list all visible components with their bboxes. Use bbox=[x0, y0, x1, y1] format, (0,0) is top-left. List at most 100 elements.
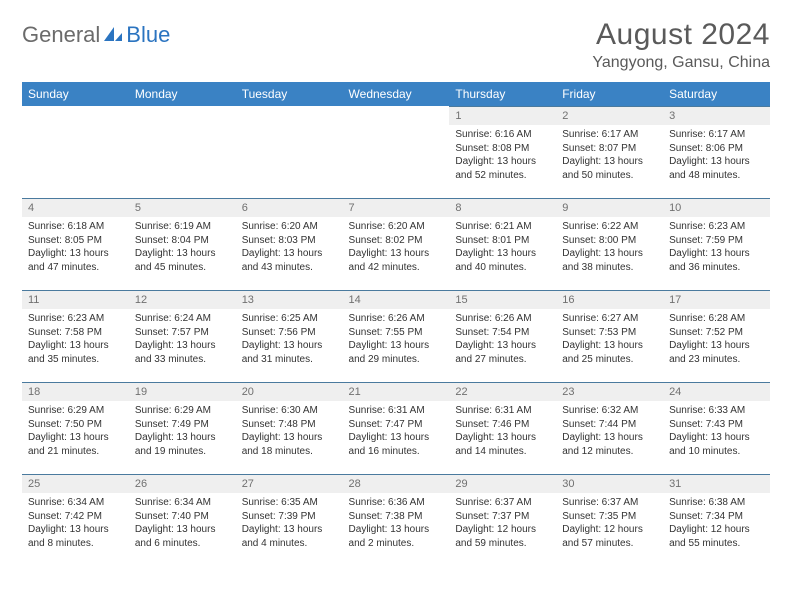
calendar-cell: 20Sunrise: 6:30 AMSunset: 7:48 PMDayligh… bbox=[236, 382, 343, 474]
calendar-cell: 31Sunrise: 6:38 AMSunset: 7:34 PMDayligh… bbox=[663, 474, 770, 566]
sunset-line: Sunset: 8:03 PM bbox=[242, 234, 337, 248]
day-body: Sunrise: 6:19 AMSunset: 8:04 PMDaylight:… bbox=[129, 217, 236, 278]
sunset-line: Sunset: 7:42 PM bbox=[28, 510, 123, 524]
sunrise-line: Sunrise: 6:37 AM bbox=[455, 496, 550, 510]
day-body: Sunrise: 6:21 AMSunset: 8:01 PMDaylight:… bbox=[449, 217, 556, 278]
day-body: Sunrise: 6:16 AMSunset: 8:08 PMDaylight:… bbox=[449, 125, 556, 186]
day-body: Sunrise: 6:31 AMSunset: 7:46 PMDaylight:… bbox=[449, 401, 556, 462]
calendar-cell: 4Sunrise: 6:18 AMSunset: 8:05 PMDaylight… bbox=[22, 198, 129, 290]
daylight-line: Daylight: 13 hours and 36 minutes. bbox=[669, 247, 764, 274]
day-number: 11 bbox=[22, 290, 129, 309]
sunrise-line: Sunrise: 6:31 AM bbox=[349, 404, 444, 418]
weekday-header: Saturday bbox=[663, 82, 770, 106]
calendar-cell: 22Sunrise: 6:31 AMSunset: 7:46 PMDayligh… bbox=[449, 382, 556, 474]
calendar-cell: 29Sunrise: 6:37 AMSunset: 7:37 PMDayligh… bbox=[449, 474, 556, 566]
daylight-line: Daylight: 13 hours and 45 minutes. bbox=[135, 247, 230, 274]
calendar-cell bbox=[129, 106, 236, 198]
daylight-line: Daylight: 13 hours and 52 minutes. bbox=[455, 155, 550, 182]
header: General Blue August 2024 Yangyong, Gansu… bbox=[22, 18, 770, 72]
sunset-line: Sunset: 8:05 PM bbox=[28, 234, 123, 248]
daylight-line: Daylight: 13 hours and 31 minutes. bbox=[242, 339, 337, 366]
sunset-line: Sunset: 7:37 PM bbox=[455, 510, 550, 524]
daylight-line: Daylight: 13 hours and 48 minutes. bbox=[669, 155, 764, 182]
sunrise-line: Sunrise: 6:38 AM bbox=[669, 496, 764, 510]
daylight-line: Daylight: 13 hours and 47 minutes. bbox=[28, 247, 123, 274]
calendar-cell: 11Sunrise: 6:23 AMSunset: 7:58 PMDayligh… bbox=[22, 290, 129, 382]
daylight-line: Daylight: 13 hours and 29 minutes. bbox=[349, 339, 444, 366]
day-body: Sunrise: 6:37 AMSunset: 7:35 PMDaylight:… bbox=[556, 493, 663, 554]
daylight-line: Daylight: 13 hours and 12 minutes. bbox=[562, 431, 657, 458]
sunset-line: Sunset: 8:04 PM bbox=[135, 234, 230, 248]
sunrise-line: Sunrise: 6:34 AM bbox=[135, 496, 230, 510]
day-number: 1 bbox=[449, 106, 556, 125]
calendar-cell: 18Sunrise: 6:29 AMSunset: 7:50 PMDayligh… bbox=[22, 382, 129, 474]
daylight-line: Daylight: 13 hours and 19 minutes. bbox=[135, 431, 230, 458]
calendar-cell bbox=[22, 106, 129, 198]
calendar-table: SundayMondayTuesdayWednesdayThursdayFrid… bbox=[22, 82, 770, 566]
day-body: Sunrise: 6:29 AMSunset: 7:50 PMDaylight:… bbox=[22, 401, 129, 462]
sunset-line: Sunset: 7:38 PM bbox=[349, 510, 444, 524]
day-body: Sunrise: 6:26 AMSunset: 7:55 PMDaylight:… bbox=[343, 309, 450, 370]
daylight-line: Daylight: 13 hours and 6 minutes. bbox=[135, 523, 230, 550]
day-body: Sunrise: 6:26 AMSunset: 7:54 PMDaylight:… bbox=[449, 309, 556, 370]
sunset-line: Sunset: 7:34 PM bbox=[669, 510, 764, 524]
day-body: Sunrise: 6:23 AMSunset: 7:59 PMDaylight:… bbox=[663, 217, 770, 278]
sunset-line: Sunset: 7:47 PM bbox=[349, 418, 444, 432]
sunrise-line: Sunrise: 6:16 AM bbox=[455, 128, 550, 142]
sunrise-line: Sunrise: 6:24 AM bbox=[135, 312, 230, 326]
daylight-line: Daylight: 13 hours and 8 minutes. bbox=[28, 523, 123, 550]
sunrise-line: Sunrise: 6:27 AM bbox=[562, 312, 657, 326]
sunrise-line: Sunrise: 6:31 AM bbox=[455, 404, 550, 418]
day-body: Sunrise: 6:32 AMSunset: 7:44 PMDaylight:… bbox=[556, 401, 663, 462]
day-number: 9 bbox=[556, 198, 663, 217]
title-block: August 2024 Yangyong, Gansu, China bbox=[592, 18, 770, 72]
sunrise-line: Sunrise: 6:30 AM bbox=[242, 404, 337, 418]
sunrise-line: Sunrise: 6:17 AM bbox=[562, 128, 657, 142]
calendar-cell: 5Sunrise: 6:19 AMSunset: 8:04 PMDaylight… bbox=[129, 198, 236, 290]
day-body: Sunrise: 6:36 AMSunset: 7:38 PMDaylight:… bbox=[343, 493, 450, 554]
day-number: 5 bbox=[129, 198, 236, 217]
sunrise-line: Sunrise: 6:23 AM bbox=[669, 220, 764, 234]
sunrise-line: Sunrise: 6:17 AM bbox=[669, 128, 764, 142]
weekday-header: Friday bbox=[556, 82, 663, 106]
sunset-line: Sunset: 7:50 PM bbox=[28, 418, 123, 432]
sunset-line: Sunset: 7:53 PM bbox=[562, 326, 657, 340]
sunset-line: Sunset: 7:56 PM bbox=[242, 326, 337, 340]
day-body: Sunrise: 6:18 AMSunset: 8:05 PMDaylight:… bbox=[22, 217, 129, 278]
calendar-cell: 13Sunrise: 6:25 AMSunset: 7:56 PMDayligh… bbox=[236, 290, 343, 382]
calendar-cell bbox=[343, 106, 450, 198]
sunrise-line: Sunrise: 6:32 AM bbox=[562, 404, 657, 418]
logo: General Blue bbox=[22, 22, 170, 48]
calendar-cell bbox=[236, 106, 343, 198]
calendar-cell: 17Sunrise: 6:28 AMSunset: 7:52 PMDayligh… bbox=[663, 290, 770, 382]
day-number: 25 bbox=[22, 474, 129, 493]
sunset-line: Sunset: 7:39 PM bbox=[242, 510, 337, 524]
day-number: 17 bbox=[663, 290, 770, 309]
day-number: 19 bbox=[129, 382, 236, 401]
day-number: 3 bbox=[663, 106, 770, 125]
daylight-line: Daylight: 13 hours and 43 minutes. bbox=[242, 247, 337, 274]
weekday-header: Sunday bbox=[22, 82, 129, 106]
day-body: Sunrise: 6:17 AMSunset: 8:06 PMDaylight:… bbox=[663, 125, 770, 186]
calendar-cell: 10Sunrise: 6:23 AMSunset: 7:59 PMDayligh… bbox=[663, 198, 770, 290]
calendar-cell: 23Sunrise: 6:32 AMSunset: 7:44 PMDayligh… bbox=[556, 382, 663, 474]
daylight-line: Daylight: 13 hours and 40 minutes. bbox=[455, 247, 550, 274]
sunset-line: Sunset: 7:58 PM bbox=[28, 326, 123, 340]
daylight-line: Daylight: 13 hours and 10 minutes. bbox=[669, 431, 764, 458]
calendar-cell: 24Sunrise: 6:33 AMSunset: 7:43 PMDayligh… bbox=[663, 382, 770, 474]
day-body: Sunrise: 6:20 AMSunset: 8:03 PMDaylight:… bbox=[236, 217, 343, 278]
day-number: 26 bbox=[129, 474, 236, 493]
calendar-cell: 21Sunrise: 6:31 AMSunset: 7:47 PMDayligh… bbox=[343, 382, 450, 474]
sunrise-line: Sunrise: 6:18 AM bbox=[28, 220, 123, 234]
sunrise-line: Sunrise: 6:29 AM bbox=[135, 404, 230, 418]
calendar-cell: 14Sunrise: 6:26 AMSunset: 7:55 PMDayligh… bbox=[343, 290, 450, 382]
day-number: 13 bbox=[236, 290, 343, 309]
day-body: Sunrise: 6:28 AMSunset: 7:52 PMDaylight:… bbox=[663, 309, 770, 370]
calendar-cell: 6Sunrise: 6:20 AMSunset: 8:03 PMDaylight… bbox=[236, 198, 343, 290]
daylight-line: Daylight: 13 hours and 50 minutes. bbox=[562, 155, 657, 182]
sunset-line: Sunset: 7:55 PM bbox=[349, 326, 444, 340]
day-number: 6 bbox=[236, 198, 343, 217]
day-body: Sunrise: 6:31 AMSunset: 7:47 PMDaylight:… bbox=[343, 401, 450, 462]
day-number: 30 bbox=[556, 474, 663, 493]
calendar-cell: 26Sunrise: 6:34 AMSunset: 7:40 PMDayligh… bbox=[129, 474, 236, 566]
